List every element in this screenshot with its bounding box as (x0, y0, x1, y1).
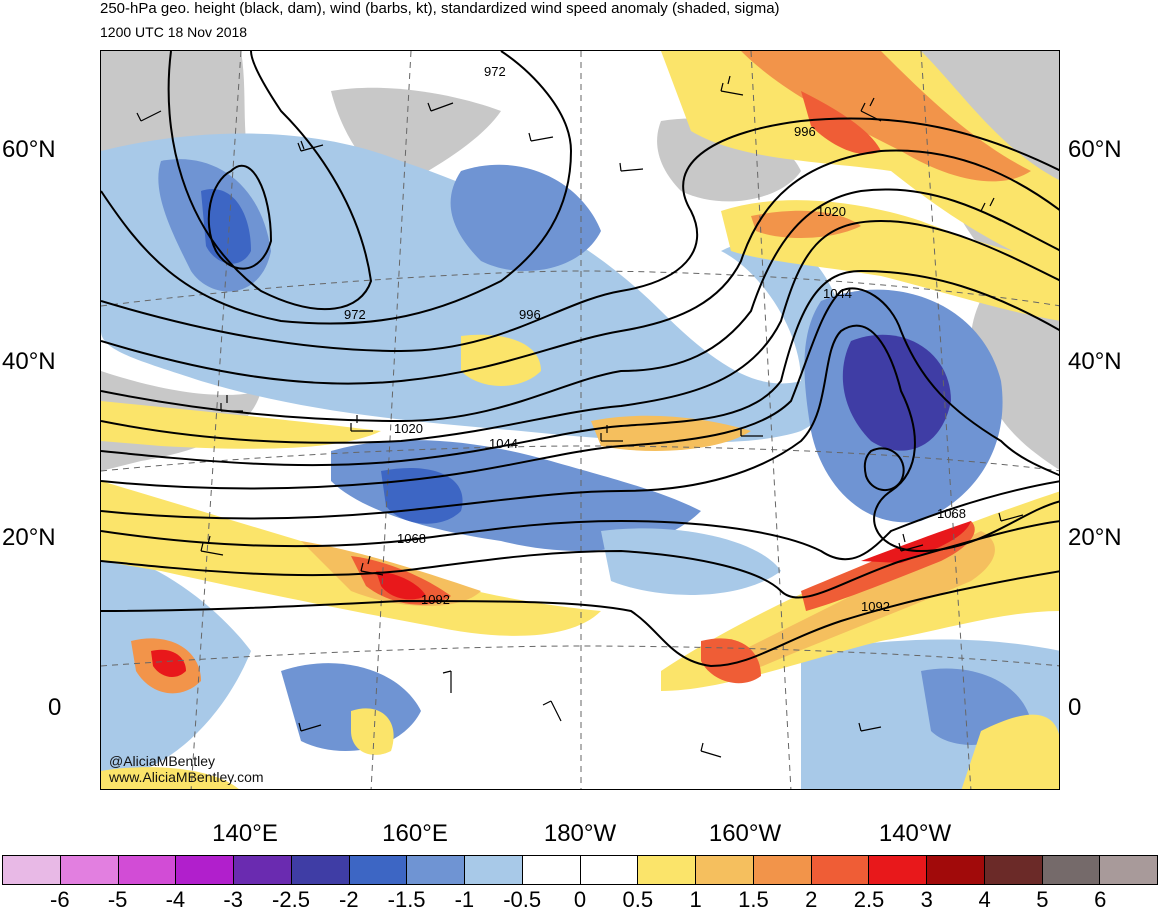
colorbar-swatch (696, 856, 754, 884)
lat-label-left: 60°N (2, 136, 56, 163)
lat-label-left: 40°N (2, 348, 56, 375)
colorbar-swatch (291, 856, 350, 884)
lon-label: 160°W (708, 820, 782, 847)
colorbar-swatch (638, 856, 696, 884)
colorbar-tick-label: 2 (805, 887, 818, 912)
colorbar-tick-label: -6 (50, 887, 70, 912)
colorbar-swatch (60, 856, 119, 884)
colorbar-tick-label: -2.5 (272, 887, 310, 912)
colorbar-swatch (118, 856, 177, 884)
author-handle: @AliciaMBentley (109, 753, 216, 769)
colorbar-swatch (811, 856, 870, 884)
contour-label: 1044 (823, 286, 852, 301)
colorbar-tick-label: 5 (1036, 887, 1049, 912)
lat-label-right: 0 (1068, 694, 1082, 721)
colorbar-tick-label: -4 (165, 887, 186, 912)
map-panel: 972 972 996 996 1020 1020 1044 1044 1068… (100, 50, 1060, 790)
colorbar-tick-label: -0.5 (503, 887, 542, 912)
contour-label: 1068 (397, 531, 426, 546)
lat-label-right: 60°N (1068, 136, 1122, 163)
contour-label: 1020 (394, 421, 423, 436)
graticule-lines (101, 51, 1059, 789)
lon-label: 140°E (212, 820, 278, 847)
colorbar-tick-label: 1 (689, 887, 702, 912)
colorbar-swatch (984, 856, 1043, 884)
height-contours (101, 51, 1059, 668)
colorbar-tick-label: 0 (573, 887, 587, 912)
colorbar-tick-label: 2.5 (853, 887, 885, 912)
lon-label: 140°W (878, 820, 952, 847)
lon-label: 160°E (382, 820, 448, 847)
anomaly-colorbar (2, 855, 1158, 885)
colorbar-swatch (1100, 856, 1157, 884)
colorbar-swatch (465, 856, 523, 884)
colorbar-tick-label: 1.5 (738, 887, 769, 912)
contour-label: 972 (344, 307, 366, 322)
colorbar-tick-label: 3 (920, 887, 933, 912)
contour-label-group: 972 972 996 996 1020 1020 1044 1044 1068… (344, 64, 966, 614)
colorbar-swatch (407, 856, 465, 884)
lat-label-right: 40°N (1068, 348, 1122, 375)
contour-label: 1044 (489, 436, 518, 451)
colorbar-swatch (522, 856, 581, 884)
colorbar-swatch (1042, 856, 1101, 884)
author-website[interactable]: www.AliciaMBentley.com (109, 769, 264, 785)
colorbar-tick-label: 4 (978, 887, 991, 912)
colorbar-tick-label: 6 (1094, 887, 1107, 912)
colorbar-tick-label: 0.5 (622, 887, 654, 912)
colorbar-tick-label: -5 (107, 887, 128, 912)
colorbar-swatch (349, 856, 408, 884)
lat-label-left: 20°N (2, 524, 56, 551)
colorbar-swatch (869, 856, 927, 884)
contour-label: 1068 (937, 506, 966, 521)
contour-label: 996 (794, 124, 816, 139)
weather-map: 972 972 996 996 1020 1020 1044 1044 1068… (101, 51, 1059, 789)
colorbar-swatch (3, 856, 61, 884)
contour-label: 972 (484, 64, 506, 79)
wind-barbs (136, 75, 1024, 758)
lat-label-left: 0 (48, 694, 62, 721)
colorbar-tick-label: -1.5 (387, 887, 426, 912)
colorbar-swatch (927, 856, 985, 884)
map-valid-time: 1200 UTC 18 Nov 2018 (100, 24, 248, 40)
map-title: 250-hPa geo. height (black, dam), wind (… (100, 0, 780, 17)
colorbar-swatch (580, 856, 639, 884)
contour-label: 1092 (861, 599, 890, 614)
colorbar-tick-label: -2 (339, 887, 359, 912)
contour-label: 1020 (817, 204, 846, 219)
contour-label: 996 (519, 307, 541, 322)
colorbar-tick-label: -3 (223, 887, 243, 912)
colorbar-swatch (176, 856, 234, 884)
lat-label-right: 20°N (1068, 524, 1122, 551)
contour-label: 1092 (421, 592, 450, 607)
colorbar-swatch (753, 856, 812, 884)
colorbar-tick-label: -1 (454, 887, 475, 912)
lon-label: 180°W (543, 820, 617, 847)
colorbar-swatch (234, 856, 292, 884)
